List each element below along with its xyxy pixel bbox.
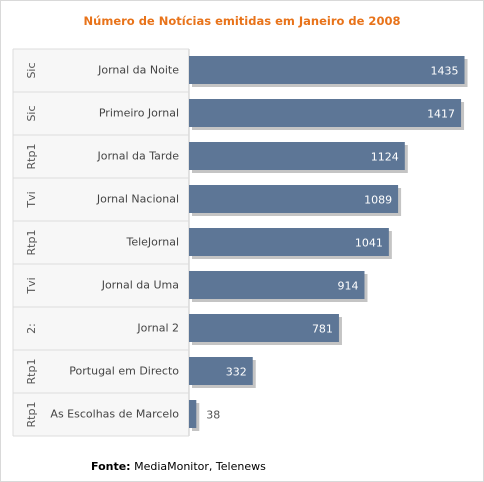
value-label: 38 bbox=[206, 409, 220, 422]
group-label: 2: bbox=[25, 323, 38, 334]
bar bbox=[189, 400, 197, 428]
value-label: 781 bbox=[312, 323, 333, 336]
group-label: Rtp1 bbox=[25, 144, 38, 170]
value-label: 1435 bbox=[431, 65, 459, 78]
category-label: Jornal da Uma bbox=[101, 279, 179, 292]
bar bbox=[189, 314, 339, 342]
source-note: Fonte: MediaMonitor, Telenews bbox=[91, 460, 266, 473]
group-label: Rtp1 bbox=[25, 402, 38, 428]
category-label: Jornal da Tarde bbox=[96, 150, 179, 163]
source-label: Fonte: bbox=[91, 460, 131, 473]
category-label: Jornal Nacional bbox=[96, 193, 179, 206]
category-label: Jornal 2 bbox=[136, 322, 179, 335]
category-label: Jornal da Noite bbox=[97, 64, 179, 77]
category-label: TeleJornal bbox=[125, 236, 179, 249]
label-panel bbox=[13, 49, 189, 436]
value-label: 1417 bbox=[427, 108, 455, 121]
bar bbox=[189, 271, 365, 299]
group-label: Rtp1 bbox=[25, 359, 38, 385]
bar bbox=[189, 357, 253, 385]
group-label: Tvi bbox=[25, 277, 38, 294]
category-label: Portugal em Directo bbox=[69, 365, 179, 378]
group-label: Sic bbox=[25, 105, 38, 121]
source-text: MediaMonitor, Telenews bbox=[130, 460, 266, 473]
value-label: 1124 bbox=[371, 151, 399, 164]
value-label: 1041 bbox=[355, 237, 383, 250]
group-label: Sic bbox=[25, 62, 38, 78]
bar bbox=[189, 56, 465, 84]
bar bbox=[189, 185, 399, 213]
category-label: Primeiro Jornal bbox=[99, 107, 179, 120]
value-label: 332 bbox=[226, 366, 247, 379]
bar bbox=[189, 142, 405, 170]
group-label: Rtp1 bbox=[25, 230, 38, 256]
category-label: As Escolhas de Marcelo bbox=[50, 408, 179, 421]
value-label: 914 bbox=[337, 280, 358, 293]
chart-title: Número de Notícias emitidas em Janeiro d… bbox=[83, 14, 401, 28]
value-label: 1089 bbox=[364, 194, 392, 207]
bar bbox=[189, 228, 389, 256]
group-label: Tvi bbox=[25, 191, 38, 208]
bar bbox=[189, 99, 462, 127]
